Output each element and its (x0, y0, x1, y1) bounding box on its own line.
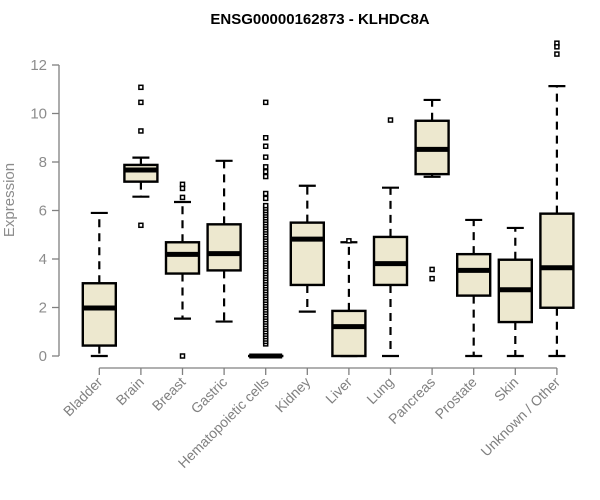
outlier-point (554, 44, 560, 50)
y-tick-label: 4 (39, 251, 47, 268)
box-pancreas (414, 98, 450, 282)
x-tick-label: Prostate (432, 374, 480, 422)
box-liver (331, 238, 367, 358)
outlier-point (262, 202, 269, 209)
outlier-point (262, 99, 269, 106)
outlier-point (262, 173, 269, 180)
box-iqr (372, 235, 409, 287)
box-bladder (81, 211, 118, 358)
outlier-point (179, 194, 186, 201)
x-tick-label: Breast (149, 374, 189, 414)
box-lung (372, 117, 409, 358)
x-tick-label: Skin (491, 374, 522, 405)
box-iqr (206, 223, 242, 272)
box-iqr (289, 221, 325, 287)
box-unknown-other (539, 40, 575, 358)
y-tick-label: 12 (30, 57, 47, 74)
outlier-point (429, 266, 435, 273)
box-iqr (456, 252, 492, 297)
outlier-point (262, 143, 269, 149)
y-axis-label: Expression (1, 163, 18, 237)
box-prostate (456, 218, 492, 358)
box-iqr (164, 241, 201, 275)
x-tick-label: Unknown / Other (477, 374, 563, 460)
y-tick-label: 0 (39, 348, 47, 365)
outlier-point (387, 117, 394, 123)
outlier-point (138, 222, 144, 229)
outlier-point (138, 84, 144, 91)
outlier-point (138, 128, 144, 134)
y-axis: 0 2 4 6 8 10 12 (30, 57, 60, 365)
outlier-point (138, 99, 144, 106)
outlier-point (346, 238, 352, 244)
x-tick-label: Bladder (60, 374, 106, 420)
box-gastric (206, 159, 242, 323)
chart-title: ENSG00000162873 - KLHDC8A (210, 11, 429, 28)
box-iqr (81, 282, 118, 347)
x-tick-label: Lung (363, 374, 396, 407)
box-iqr (539, 212, 575, 309)
box-kidney (289, 184, 325, 313)
box-brain (123, 84, 159, 229)
y-tick-label: 2 (39, 300, 47, 317)
outlier-point (179, 353, 186, 359)
box-iqr (331, 309, 367, 358)
y-tick-label: 6 (39, 203, 47, 220)
outlier-point (262, 164, 269, 170)
outlier-point (262, 195, 269, 202)
outlier-point (179, 185, 186, 192)
outlier-point (554, 51, 560, 57)
outlier-point (262, 135, 269, 141)
box-skin (497, 226, 533, 358)
box-hematopoietic-cells (247, 99, 284, 359)
box-breast (164, 181, 201, 359)
x-tick-label: Kidney (272, 374, 314, 416)
boxes (81, 40, 575, 359)
y-tick-label: 8 (39, 154, 47, 171)
x-tick-label: Brain (113, 374, 147, 408)
y-tick-label: 10 (30, 106, 47, 123)
box-iqr (123, 163, 159, 183)
x-tick-label: Liver (322, 374, 355, 407)
outlier-point (262, 154, 269, 160)
outlier-point (429, 275, 435, 282)
outlier-point (262, 168, 269, 175)
outlier-point (262, 190, 269, 197)
